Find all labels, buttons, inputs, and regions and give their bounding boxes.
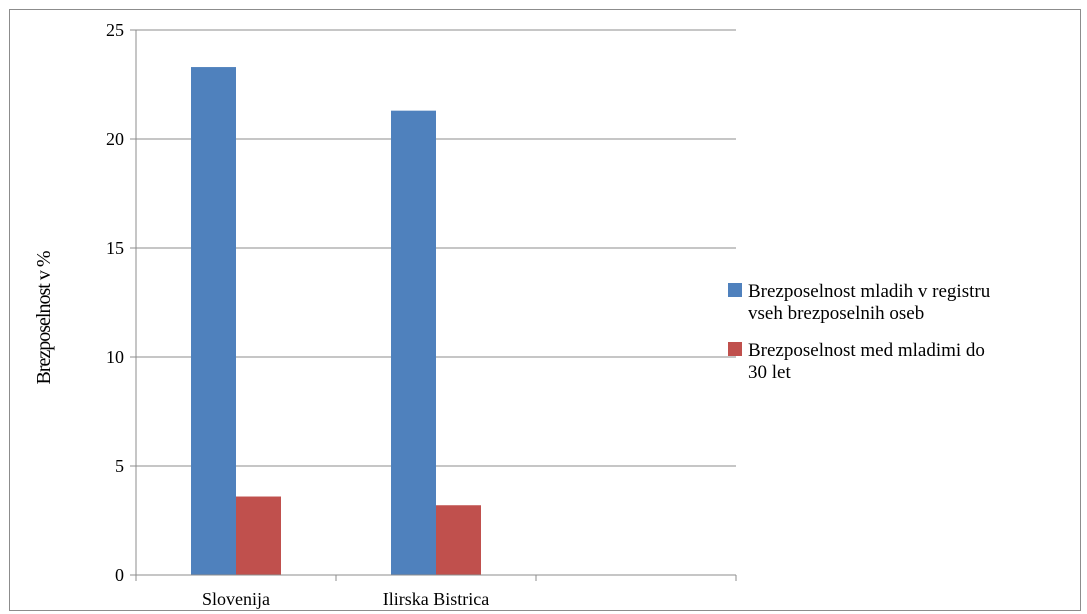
chart-frame bbox=[9, 9, 1081, 611]
y-tick-label: 25 bbox=[106, 20, 124, 40]
legend-label: Brezposelnost mladih v registru vseh brez… bbox=[748, 281, 991, 324]
y-tick-label: 20 bbox=[106, 129, 124, 149]
y-tick-labels: 0 5 10 15 20 25 bbox=[106, 20, 124, 585]
legend-label: Brezposelnost med mladimi do 30 let bbox=[748, 340, 985, 383]
legend: Brezposelnost mladih v registru vseh brez… bbox=[728, 281, 991, 383]
x-tick-label: Ilirska Bistrica bbox=[383, 589, 489, 609]
x-tick-labels: Slovenija Ilirska Bistrica bbox=[202, 589, 489, 609]
y-tick-label: 15 bbox=[106, 238, 124, 258]
x-tick-label: Slovenija bbox=[202, 589, 270, 609]
y-tick-label: 5 bbox=[115, 456, 124, 476]
bar-registry-share bbox=[391, 110, 436, 575]
y-axis-title: Brezposelnost v % bbox=[33, 251, 55, 384]
y-tick-label: 0 bbox=[115, 565, 124, 585]
legend-swatch bbox=[728, 342, 742, 356]
y-tick-label: 10 bbox=[106, 347, 124, 367]
bars bbox=[191, 67, 481, 575]
bar-youth-rate bbox=[236, 496, 281, 575]
legend-swatch bbox=[728, 283, 742, 297]
bar-youth-rate bbox=[436, 505, 481, 575]
bar-registry-share bbox=[191, 67, 236, 575]
axes bbox=[130, 29, 737, 581]
